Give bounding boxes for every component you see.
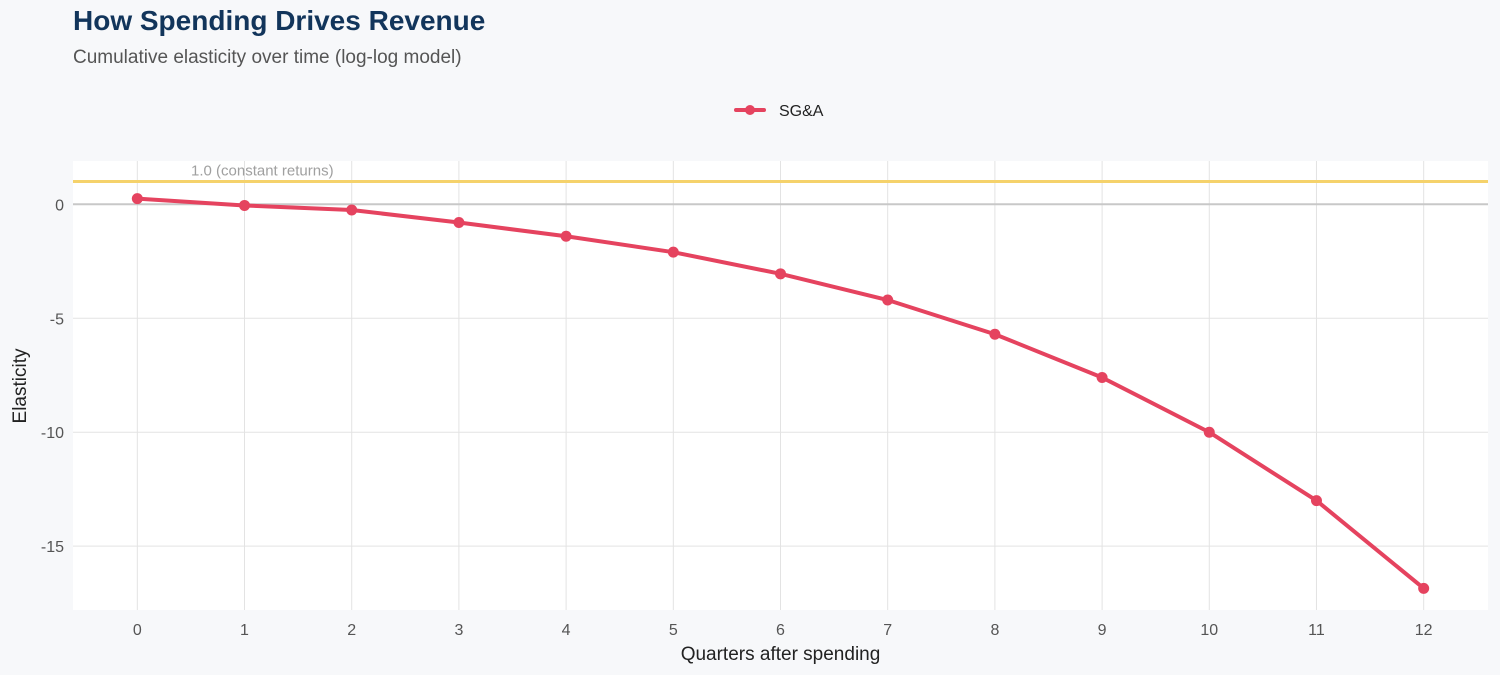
x-tick-label-7: 7 <box>883 622 892 639</box>
chart-subtitle: Cumulative elasticity over time (log-log… <box>73 47 462 68</box>
reference-lines: 1.0 (constant returns) <box>73 163 1488 206</box>
x-tick-label-5: 5 <box>669 622 678 639</box>
y-axis-title: Elasticity <box>10 348 31 423</box>
legend-swatch-point <box>745 105 755 115</box>
y-tick-label-0: 0 <box>55 197 64 214</box>
x-axis-title: Quarters after spending <box>681 644 881 665</box>
data-point-q3 <box>453 217 465 229</box>
grid-lines <box>73 161 1488 610</box>
data-point-q0 <box>131 193 143 205</box>
series-sga <box>131 193 1430 594</box>
data-point-q1 <box>239 199 251 211</box>
y-tick-label--5: -5 <box>50 311 64 328</box>
data-point-q5 <box>667 246 679 258</box>
legend-label-sga: SG&A <box>779 103 824 120</box>
x-tick-label-10: 10 <box>1200 622 1218 639</box>
data-point-q8 <box>989 328 1001 340</box>
y-tick-label--10: -10 <box>41 425 64 442</box>
x-tick-label-6: 6 <box>776 622 785 639</box>
reference-line-label: 1.0 (constant returns) <box>191 163 334 180</box>
data-point-q6 <box>775 268 786 280</box>
x-tick-label-0: 0 <box>133 622 142 639</box>
data-point-q9 <box>1096 372 1108 384</box>
x-tick-label-4: 4 <box>562 622 571 639</box>
x-tick-label-12: 12 <box>1415 622 1433 639</box>
data-point-q2 <box>346 204 358 216</box>
x-axis-ticks: 0 1 2 3 4 5 6 7 8 9 10 11 12 <box>133 622 1433 639</box>
data-point-q11 <box>1310 495 1322 507</box>
x-tick-label-9: 9 <box>1098 622 1107 639</box>
x-tick-label-2: 2 <box>347 622 356 639</box>
legend: SG&A <box>734 103 824 120</box>
chart-title: How Spending Drives Revenue <box>73 5 486 36</box>
y-tick-label--15: -15 <box>41 539 64 556</box>
x-tick-label-3: 3 <box>454 622 463 639</box>
x-tick-label-11: 11 <box>1308 622 1325 639</box>
x-tick-label-8: 8 <box>990 622 999 639</box>
data-point-q10 <box>1203 426 1215 438</box>
x-tick-label-1: 1 <box>240 622 249 639</box>
data-point-q7 <box>882 294 894 306</box>
data-point-q4 <box>560 230 572 242</box>
data-point-q12 <box>1418 582 1430 594</box>
y-axis-ticks: 0 -5 -10 -15 <box>41 197 64 556</box>
